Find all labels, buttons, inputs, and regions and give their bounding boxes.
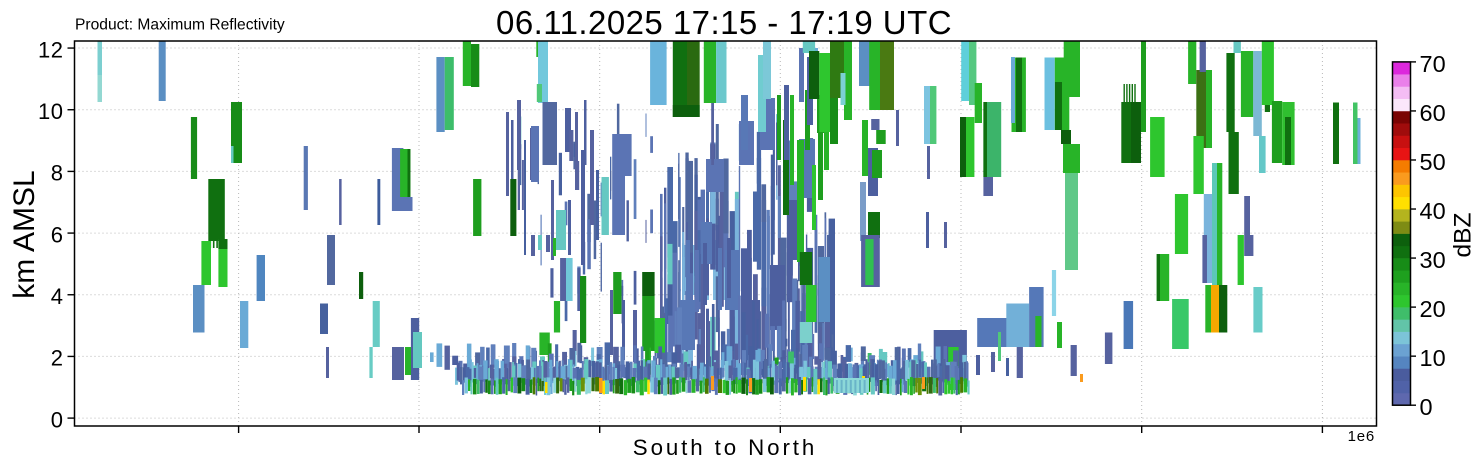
svg-text:40: 40	[1420, 198, 1446, 224]
svg-text:06.11.2025 17:15 - 17:19 UTC: 06.11.2025 17:15 - 17:19 UTC	[496, 4, 952, 41]
svg-text:20: 20	[1420, 296, 1446, 322]
svg-text:2: 2	[51, 346, 64, 371]
svg-text:70: 70	[1420, 51, 1446, 77]
svg-text:60: 60	[1420, 100, 1446, 126]
svg-text:South to North: South to North	[633, 435, 817, 460]
svg-text:0: 0	[1420, 394, 1433, 420]
svg-text:Product: Maximum Reflectivity: Product: Maximum Reflectivity	[75, 17, 285, 34]
svg-text:0: 0	[51, 407, 64, 432]
svg-text:4: 4	[51, 284, 64, 309]
svg-text:1e6: 1e6	[1348, 428, 1375, 445]
svg-text:10: 10	[1420, 345, 1446, 371]
svg-text:50: 50	[1420, 149, 1446, 175]
svg-text:6: 6	[51, 222, 64, 247]
svg-text:8: 8	[51, 161, 64, 186]
svg-text:10: 10	[38, 99, 63, 124]
svg-text:dBZ: dBZ	[1450, 213, 1477, 258]
svg-text:30: 30	[1420, 247, 1446, 273]
svg-text:km AMSL: km AMSL	[8, 170, 41, 298]
svg-text:12: 12	[38, 37, 63, 62]
